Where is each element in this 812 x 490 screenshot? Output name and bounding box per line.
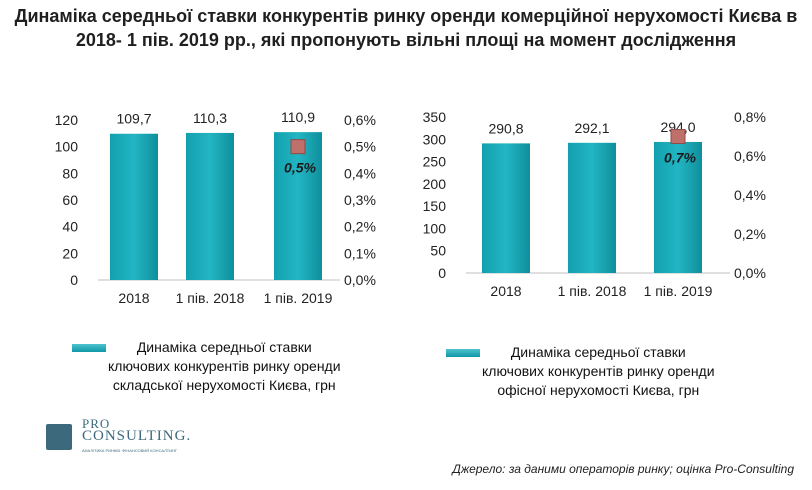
legend-line: офісної нерухомості Києва, грн	[497, 382, 700, 398]
logo-line1: PRO	[82, 416, 111, 431]
bar-data-label: 110,3	[193, 110, 227, 126]
bar-data-label: 109,7	[116, 111, 151, 127]
bar	[186, 132, 234, 280]
percent-marker	[670, 129, 686, 144]
y2-tick-label: 0,2%	[734, 226, 766, 242]
y-tick-label: 120	[55, 112, 79, 128]
y2-tick-label: 0,4%	[734, 187, 766, 203]
y2-tick-label: 0,4%	[344, 165, 376, 181]
y-tick-label: 100	[423, 220, 447, 236]
legend-swatch	[446, 349, 480, 357]
percent-marker	[290, 139, 306, 155]
y-tick-label: 300	[423, 131, 447, 147]
y-tick-label: 250	[423, 154, 447, 170]
y-tick-label: 20	[62, 245, 78, 261]
source-note: Джерело: за даними операторів ринку; оці…	[452, 462, 794, 476]
y-tick-label: 80	[62, 165, 78, 181]
bar	[274, 132, 322, 280]
x-tick-label: 1 пів. 2018	[558, 283, 627, 299]
logo-emblem-icon	[46, 424, 72, 450]
bar	[654, 141, 702, 273]
legend-line: Динаміка середньої ставки	[136, 339, 312, 355]
y-tick-label: 150	[423, 198, 447, 214]
percent-data-label: 0,5%	[284, 160, 316, 176]
bar-data-label: 292,1	[574, 120, 609, 136]
bar-data-label: 110,9	[281, 109, 315, 125]
y-tick-label: 0	[70, 272, 78, 288]
percent-data-label: 0,7%	[664, 150, 696, 166]
bar	[110, 133, 158, 280]
y-tick-label: 60	[62, 192, 78, 208]
y2-tick-label: 0,2%	[344, 219, 376, 235]
logo-tagline: АНАЛІТИКА РИНКІВ. ФІНАНСОВИЙ КОНСАЛТИНГ	[82, 448, 178, 453]
x-tick-label: 1 пів. 2019	[264, 290, 333, 306]
chart-title: Динаміка середньої ставки конкурентів ри…	[14, 6, 798, 50]
x-tick-label: 2018	[118, 290, 149, 306]
legend-swatch	[72, 344, 106, 352]
legend-line: ключових конкурентів ринку оренди	[108, 358, 341, 374]
y2-tick-label: 0,6%	[734, 148, 766, 164]
bar-data-label: 290,8	[488, 120, 523, 136]
x-tick-label: 2018	[490, 283, 521, 299]
y2-tick-label: 0,3%	[344, 192, 376, 208]
legend-line: складської нерухомості Києва, грн	[112, 377, 336, 393]
bar	[568, 142, 616, 273]
bar-data-label: 294,0	[660, 119, 695, 135]
x-tick-label: 1 пів. 2019	[644, 283, 713, 299]
y-tick-label: 0	[438, 265, 446, 281]
y2-tick-label: 0,1%	[344, 245, 376, 261]
x-tick-label: 1 пів. 2018	[176, 290, 245, 306]
y-tick-label: 50	[430, 243, 446, 259]
bar	[482, 143, 530, 273]
y-tick-label: 100	[55, 139, 79, 155]
y2-tick-label: 0,0%	[734, 265, 766, 281]
legend-line: ключових конкурентів ринку оренди	[482, 363, 715, 379]
y-tick-label: 200	[423, 176, 447, 192]
y-tick-label: 350	[423, 109, 447, 125]
y2-tick-label: 0,6%	[344, 112, 376, 128]
logo-line2: CONSULTING.	[82, 428, 192, 444]
pro-consulting-logo: PRO CONSULTING. АНАЛІТИКА РИНКІВ. ФІНАНС…	[46, 416, 190, 456]
legend-line: Динаміка середньої ставки	[510, 344, 686, 360]
legend-office: Динаміка середньої ставки ключових конку…	[446, 343, 715, 400]
y2-tick-label: 0,0%	[344, 272, 376, 288]
y2-tick-label: 0,5%	[344, 139, 376, 155]
y2-tick-label: 0,8%	[734, 109, 766, 125]
y-tick-label: 40	[62, 219, 78, 235]
legend-warehouse: Динаміка середньої ставки ключових конку…	[72, 338, 341, 395]
